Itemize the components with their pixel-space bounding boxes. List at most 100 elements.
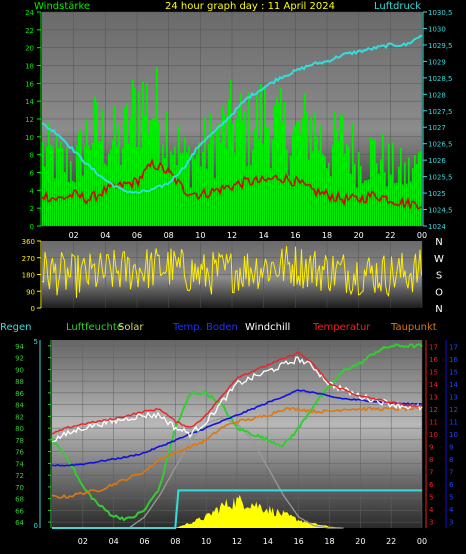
wind-direction-line xyxy=(41,246,422,298)
wind-bar xyxy=(136,146,138,226)
x-tick-label: 12 xyxy=(232,537,242,546)
wind-bar xyxy=(56,135,58,226)
wind-bar xyxy=(234,152,236,226)
wind-bar xyxy=(328,162,330,226)
left-tick-label: 12 xyxy=(25,116,34,124)
left-tick-label: 2 xyxy=(30,205,34,213)
wind-bar xyxy=(340,114,342,226)
pressure-line xyxy=(41,34,423,194)
wind-bar xyxy=(170,150,172,226)
wind-bar xyxy=(152,118,154,226)
wind-bar xyxy=(216,126,218,226)
left-tick-label: 24 xyxy=(25,9,34,17)
soil-temp-tick-label: 14 xyxy=(449,381,458,389)
wind-bar xyxy=(180,152,182,226)
wind-bar xyxy=(68,181,70,226)
left-tick-label: 16 xyxy=(25,80,34,88)
wind-bar xyxy=(354,163,356,226)
wind-bar xyxy=(318,150,320,226)
wind-bar xyxy=(202,151,204,226)
wind-bar xyxy=(412,167,414,226)
wind-bar xyxy=(88,145,90,226)
wind-bar xyxy=(178,126,180,226)
wind-bar xyxy=(242,121,244,226)
temperature-tick-label: 5 xyxy=(429,494,433,502)
legend-temperature: Temperatur xyxy=(312,322,371,333)
wind-bar xyxy=(348,146,350,226)
wind-bar xyxy=(304,93,306,227)
right-tick-label: 1029 xyxy=(428,58,446,66)
wind-bar xyxy=(330,176,332,226)
wind-bar xyxy=(388,143,390,226)
x-tick-label: 14 xyxy=(259,231,269,240)
right-tick-label: 1025 xyxy=(428,190,446,198)
soil-temp-tick-label: 4 xyxy=(449,506,454,514)
direction-tick-label: 0 xyxy=(31,305,35,313)
wind-bar xyxy=(400,148,402,226)
soil-temp-tick-label: 10 xyxy=(449,431,458,439)
temperature-tick-label: 3 xyxy=(429,519,433,527)
right-tick-label: 1024,5 xyxy=(428,207,453,215)
wind-bars xyxy=(42,66,422,227)
wind-bar xyxy=(138,91,140,226)
wind-bar xyxy=(148,132,150,226)
wind-bar xyxy=(54,178,56,226)
right-tick-label: 1028 xyxy=(428,91,446,99)
wind-bar xyxy=(250,164,252,226)
wind-bar xyxy=(126,104,128,226)
wind-bar xyxy=(100,141,102,226)
wind-bar xyxy=(390,174,392,226)
wind-bar xyxy=(352,123,354,226)
wind-bar xyxy=(252,149,254,226)
direction-tick-label: 270 xyxy=(22,255,35,263)
wind-bar xyxy=(190,187,192,226)
wind-bar xyxy=(204,117,206,226)
humidity-tick-label: 94 xyxy=(15,343,24,351)
wind-bar xyxy=(76,144,78,226)
wind-bar xyxy=(92,142,94,226)
temperature-tick-label: 12 xyxy=(429,406,438,414)
soil-temp-tick-label: 8 xyxy=(449,456,453,464)
x-tick-label: 08 xyxy=(170,537,180,546)
wind-bar xyxy=(244,111,246,226)
wind-bar xyxy=(124,107,126,226)
humidity-tick-label: 66 xyxy=(15,507,24,515)
wind-bar xyxy=(184,137,186,226)
right-tick-label: 1024 xyxy=(428,223,446,231)
temperature-tick-label: 17 xyxy=(429,343,438,351)
humidity-tick-label: 80 xyxy=(15,425,24,433)
header-left-label: Windstärke xyxy=(34,1,90,12)
wind-bar xyxy=(224,114,226,226)
wind-bar xyxy=(240,94,242,226)
wind-bar xyxy=(52,146,54,226)
wind-bar xyxy=(282,123,284,226)
direction-tick-label: 90 xyxy=(26,288,35,296)
wind-bar xyxy=(406,183,408,226)
right-tick-label: 1028,5 xyxy=(428,75,453,83)
wind-bar xyxy=(302,118,304,226)
humidity-tick-label: 92 xyxy=(15,355,24,363)
wind-bar xyxy=(262,143,264,226)
wind-bar xyxy=(132,79,134,226)
temperature-tick-label: 6 xyxy=(429,481,434,489)
wind-bar xyxy=(232,123,234,226)
wind-bar xyxy=(290,155,292,226)
wind-bar xyxy=(268,126,270,226)
x-tick-label: 14 xyxy=(263,537,273,546)
soil-temp-tick-label: 12 xyxy=(449,406,458,414)
wind-bar xyxy=(140,148,142,226)
x-tick-label: 16 xyxy=(290,231,300,240)
temperature-tick-label: 4 xyxy=(429,506,434,514)
temperature-tick-label: 15 xyxy=(429,368,438,376)
x-tick-label: 06 xyxy=(139,537,149,546)
wind-bar xyxy=(90,149,92,226)
x-tick-label: 18 xyxy=(324,537,334,546)
wind-bar xyxy=(62,147,64,226)
wind-bar xyxy=(248,92,250,226)
humidity-tick-label: 68 xyxy=(15,496,24,504)
wind-bar xyxy=(48,123,50,226)
